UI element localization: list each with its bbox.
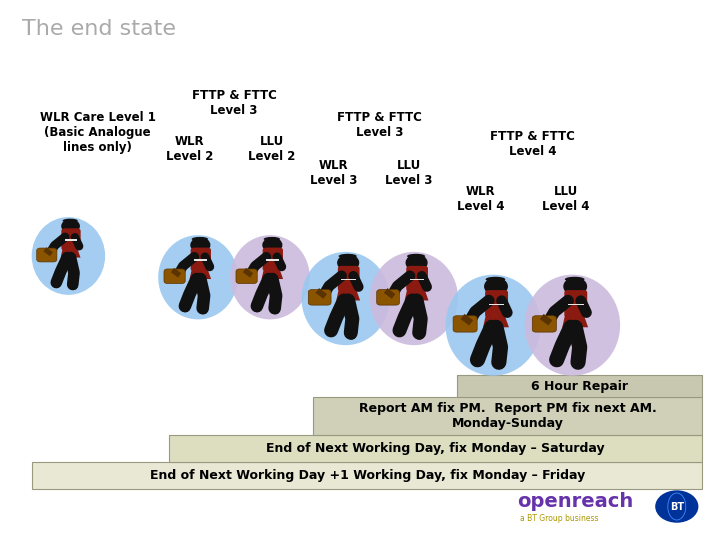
FancyBboxPatch shape [37,248,57,262]
Ellipse shape [485,276,505,282]
FancyBboxPatch shape [341,279,356,280]
Circle shape [191,238,210,252]
Polygon shape [336,289,360,300]
FancyBboxPatch shape [61,228,81,251]
FancyBboxPatch shape [263,247,283,271]
Ellipse shape [63,219,78,222]
Text: openreach: openreach [517,491,633,511]
FancyBboxPatch shape [308,289,331,305]
Polygon shape [562,315,588,327]
Ellipse shape [446,275,541,376]
Text: 6 Hour Repair: 6 Hour Repair [531,380,628,393]
Text: LLU
Level 2: LLU Level 2 [248,135,296,163]
FancyBboxPatch shape [457,375,702,397]
Ellipse shape [525,275,620,376]
Text: FTTP & FTTC
Level 3: FTTP & FTTC Level 3 [337,111,422,139]
Ellipse shape [264,237,280,241]
Circle shape [485,278,508,295]
FancyBboxPatch shape [377,289,400,305]
Ellipse shape [370,252,458,345]
FancyBboxPatch shape [65,239,77,241]
Text: FTTP & FTTC
Level 3: FTTP & FTTC Level 3 [192,89,276,117]
FancyBboxPatch shape [406,266,428,292]
Text: WLR
Level 3: WLR Level 3 [310,159,357,187]
Ellipse shape [302,252,390,345]
FancyBboxPatch shape [236,269,257,284]
Text: Report AM fix PM.  Report PM fix next AM.
Monday-Sunday: Report AM fix PM. Report PM fix next AM.… [359,402,657,430]
Ellipse shape [407,254,425,259]
Text: WLR Care Level 1
(Basic Analogue
lines only): WLR Care Level 1 (Basic Analogue lines o… [40,111,156,154]
Text: End of Next Working Day +1 Working Day, fix Monday – Friday: End of Next Working Day +1 Working Day, … [150,469,585,482]
Text: WLR
Level 2: WLR Level 2 [166,135,213,163]
FancyBboxPatch shape [453,316,477,332]
Text: BT: BT [670,502,684,511]
Circle shape [338,255,359,271]
Polygon shape [261,268,283,279]
FancyBboxPatch shape [194,259,207,261]
Ellipse shape [230,235,310,320]
Text: FTTP & FTTC
Level 4: FTTP & FTTC Level 4 [490,130,575,158]
Polygon shape [60,248,81,258]
FancyBboxPatch shape [410,279,424,280]
Ellipse shape [338,254,356,259]
FancyBboxPatch shape [338,266,359,292]
Ellipse shape [32,217,105,295]
FancyBboxPatch shape [485,290,508,318]
Text: LLU
Level 4: LLU Level 4 [542,185,590,213]
FancyBboxPatch shape [32,462,702,489]
FancyBboxPatch shape [532,316,557,332]
Circle shape [406,255,427,271]
Ellipse shape [158,235,238,320]
Polygon shape [189,268,211,279]
FancyBboxPatch shape [191,247,211,271]
FancyBboxPatch shape [164,269,185,284]
FancyBboxPatch shape [564,290,588,318]
FancyBboxPatch shape [568,303,584,306]
FancyBboxPatch shape [266,259,279,261]
Text: The end state: The end state [22,19,176,39]
FancyBboxPatch shape [313,397,702,435]
Circle shape [62,220,79,233]
Circle shape [263,238,282,252]
Text: End of Next Working Day, fix Monday – Saturday: End of Next Working Day, fix Monday – Sa… [266,442,605,455]
Text: WLR
Level 4: WLR Level 4 [457,185,505,213]
Text: LLU
Level 3: LLU Level 3 [385,159,433,187]
Circle shape [655,490,698,523]
Polygon shape [405,289,428,300]
Circle shape [564,278,587,295]
FancyBboxPatch shape [489,303,505,306]
Ellipse shape [192,237,208,241]
Ellipse shape [564,276,585,282]
Text: a BT Group business: a BT Group business [520,514,598,523]
Polygon shape [483,315,509,327]
FancyBboxPatch shape [169,435,702,462]
